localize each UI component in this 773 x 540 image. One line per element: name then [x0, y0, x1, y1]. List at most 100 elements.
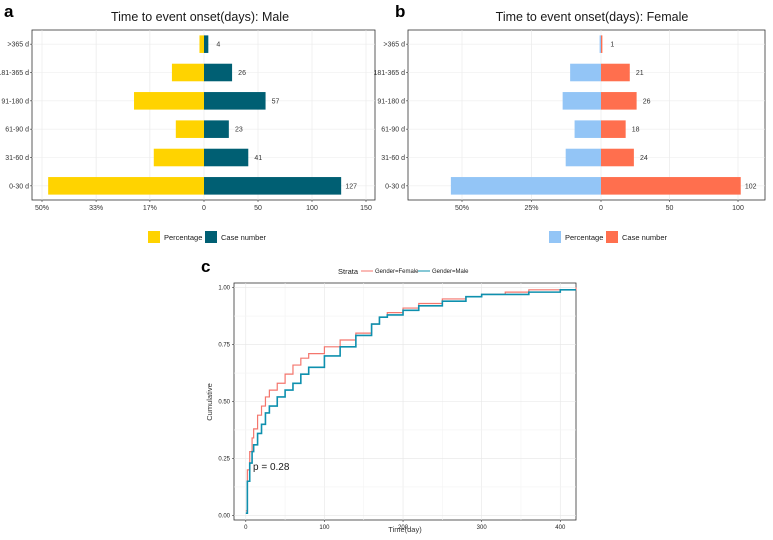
panel-a-legend: Percentage Case number	[148, 231, 267, 243]
bar-percentage	[153, 148, 204, 167]
x-tick-label: 150	[360, 205, 372, 212]
legend-title-strata: Strata	[338, 267, 359, 276]
panel-b-letter: b	[395, 2, 405, 21]
x-tick-label: 50	[254, 205, 262, 212]
panel-b-frame	[407, 29, 766, 201]
bar-percentage	[565, 148, 601, 167]
y-tick-label: 0-30 d	[385, 183, 405, 190]
curve-male	[245, 289, 576, 514]
y-tick-label: 0.50	[218, 400, 230, 406]
x-tick-label: 50%	[455, 205, 469, 212]
x-tick-label: 0	[244, 525, 248, 531]
y-tick-label: >365 d	[383, 42, 405, 49]
bar-case-number	[601, 148, 634, 167]
data-label-case-number: 26	[238, 70, 246, 77]
panel-b-legend: Percentage Case number	[549, 231, 668, 243]
y-tick-label: 0.25	[218, 456, 230, 462]
panel-c-gridlines	[234, 283, 576, 520]
x-tick-label: 50%	[35, 205, 49, 212]
x-tick-label: 0	[599, 205, 603, 212]
bar-case-number	[204, 92, 266, 110]
legend-label-percentage: Percentage	[565, 233, 603, 242]
bar-case-number	[601, 63, 630, 82]
bar-case-number	[204, 35, 209, 53]
y-tick-label: 181-365 d	[0, 70, 29, 77]
y-tick-label: >365 d	[7, 42, 29, 49]
data-label-case-number: 102	[745, 183, 757, 190]
bar-percentage	[574, 120, 601, 138]
bar-percentage	[562, 92, 601, 110]
x-tick-label: 0	[202, 205, 206, 212]
bar-case-number	[601, 120, 626, 138]
bar-percentage	[171, 63, 204, 82]
data-label-case-number: 57	[272, 98, 280, 105]
data-label-case-number: 21	[636, 70, 644, 77]
y-tick-label: 91-180 d	[1, 98, 29, 105]
bar-percentage	[570, 63, 601, 82]
panel-c-ylabel: Cumulative	[205, 383, 214, 421]
data-label-case-number: 127	[345, 183, 357, 190]
panel-a: a Time to event onset(days): Male 4 26 57 2…	[0, 2, 376, 243]
x-tick-label: 17%	[143, 205, 157, 212]
x-tick-label: 100	[306, 205, 318, 212]
legend-label-male: Gender=Male	[432, 269, 469, 275]
x-tick-label: 100	[732, 205, 744, 212]
data-label-case-number: 4	[216, 42, 220, 49]
panel-c: c Strata Gender=Female Gender=Male 0 100 2…	[201, 257, 577, 534]
x-tick-label: 100	[319, 525, 330, 531]
x-tick-label: 300	[477, 525, 488, 531]
x-tick-label: 200	[398, 525, 409, 531]
y-tick-label: 31-60 d	[381, 155, 405, 162]
panel-b-gridlines	[408, 30, 765, 200]
panel-c-ticks: 0 100 200 300 400 0.00 0.25 0.50 0.75 1.00	[218, 286, 566, 531]
panel-c-legend: Strata Gender=Female Gender=Male	[338, 267, 469, 276]
panel-c-curves	[245, 287, 577, 514]
legend-swatch-case-number	[606, 231, 618, 243]
panel-a-ticks: >365 d 181-365 d 91-180 d 61-90 d 31-60 d 0-3…	[0, 42, 372, 212]
legend-label-case-number: Case number	[622, 233, 668, 242]
bar-case-number	[204, 148, 249, 167]
x-tick-label: 33%	[89, 205, 103, 212]
bar-case-number	[601, 177, 741, 195]
panel-a-frame	[31, 29, 376, 201]
data-label-case-number: 18	[632, 127, 640, 134]
bar-percentage	[175, 120, 204, 138]
bar-case-number	[601, 35, 603, 53]
bar-case-number	[204, 63, 233, 82]
panel-a-letter: a	[4, 2, 14, 21]
y-tick-label: 0.00	[218, 513, 230, 519]
y-tick-label: 1.00	[218, 286, 230, 292]
y-tick-label: 31-60 d	[5, 155, 29, 162]
bar-case-number	[204, 120, 229, 138]
panel-a-bars: 4 26 57 23 41 127	[48, 35, 357, 195]
bar-percentage	[599, 35, 601, 53]
x-tick-label: 25%	[524, 205, 538, 212]
panel-b-ticks: >365 d 181-365 d 91-180 d 61-90 d 31-60 d 0-3…	[373, 42, 743, 212]
legend-swatch-case-number	[205, 231, 217, 243]
legend-swatch-percentage	[549, 231, 561, 243]
bar-case-number	[204, 177, 342, 195]
panel-c-letter: c	[201, 257, 210, 276]
panel-c-pvalue: p = 0.28	[253, 462, 290, 473]
y-tick-label: 91-180 d	[377, 98, 405, 105]
bar-percentage	[199, 35, 204, 53]
bar-percentage	[48, 177, 204, 195]
data-label-case-number: 24	[640, 155, 648, 162]
panel-b-bars: 1 21 26 18 24 102	[450, 35, 757, 195]
data-label-case-number: 1	[610, 42, 614, 49]
data-label-case-number: 41	[254, 155, 262, 162]
panel-a-gridlines	[32, 30, 375, 200]
y-tick-label: 0-30 d	[9, 183, 29, 190]
y-tick-label: 0.75	[218, 343, 230, 349]
y-tick-label: 61-90 d	[381, 127, 405, 134]
y-tick-label: 61-90 d	[5, 127, 29, 134]
panel-a-title: Time to event onset(days): Male	[111, 10, 289, 24]
x-tick-label: 400	[555, 525, 566, 531]
bar-percentage	[134, 92, 204, 110]
legend-swatch-percentage	[148, 231, 160, 243]
panel-c-xlabel: Time(day)	[388, 525, 422, 534]
panel-b-title: Time to event onset(days): Female	[496, 10, 689, 24]
curve-female	[245, 287, 577, 512]
bar-percentage	[450, 177, 601, 195]
